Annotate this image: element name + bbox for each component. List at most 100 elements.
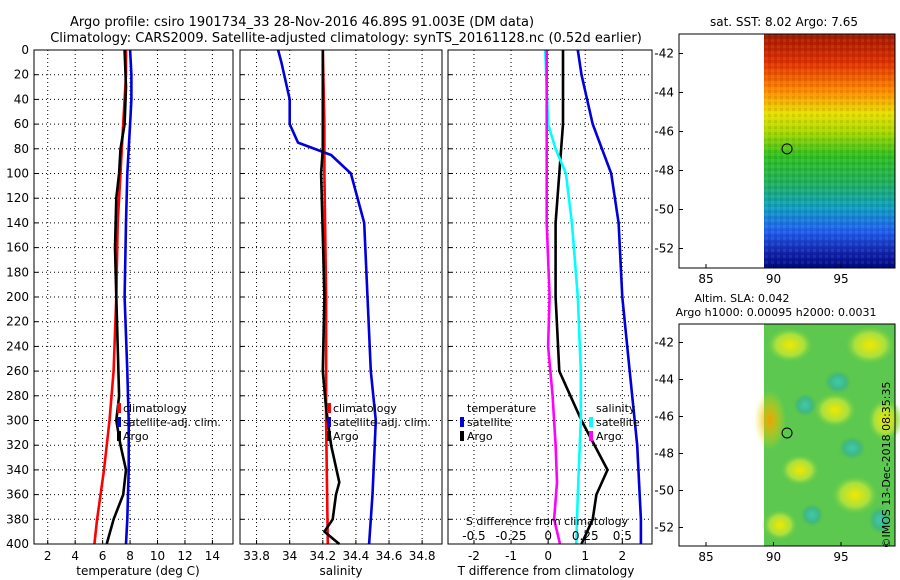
figure-title-line2: Climatology: CARS2009. Satellite-adjuste… xyxy=(50,31,642,46)
legend-title-salinity: salinity xyxy=(596,402,636,415)
difference-panel: -2 -1 0 1 2 -0.5 -0.25 0 0.25 0.5 T difference fr… xyxy=(447,49,653,578)
salinity-legend: climatology satellite-adj. clim. Argo xyxy=(327,402,431,443)
series-line-satellite-adj-clim- xyxy=(276,49,378,545)
map-x-tick-label: 90 xyxy=(766,272,781,286)
map-y-tick-label: -50 xyxy=(654,203,674,217)
y-tick-label: 260 xyxy=(6,364,29,378)
y-tick-label: 180 xyxy=(6,265,29,279)
x-tick-label: 34.2 xyxy=(309,549,336,563)
x-tick-label: -1 xyxy=(505,549,517,563)
map-x-tick-label: 85 xyxy=(698,550,713,564)
x-tick-label: 10 xyxy=(150,549,165,563)
map-y-tick-label: -46 xyxy=(654,410,674,424)
x-tick-label: 2 xyxy=(44,549,52,563)
series-line-argo xyxy=(105,49,128,545)
y-tick-label: 280 xyxy=(6,389,29,403)
map-y-tick-label: -42 xyxy=(654,47,674,61)
imos-credit: ©IMOS 13-Dec-2018 08:35:35 xyxy=(880,382,893,549)
temperature-xlabel: temperature (deg C) xyxy=(76,564,199,578)
series-line-satellite-adj-clim- xyxy=(123,49,133,545)
legend-swatch-temp-satellite xyxy=(460,417,464,427)
sla-map-title-line2: Argo h1000: 0.00095 h2000: 0.0031 xyxy=(676,306,877,319)
temperature-frame xyxy=(33,49,234,545)
y-tick-label: 240 xyxy=(6,339,29,353)
y-tick-label: 0 xyxy=(21,43,29,57)
y-tick-label: 340 xyxy=(6,463,29,477)
legend-swatch-climatology xyxy=(327,403,331,413)
x-tick-label: 1 xyxy=(581,549,589,563)
legend-swatch-satellite xyxy=(117,417,121,427)
sla-map-panel: Altim. SLA: 0.042 Argo h1000: 0.00095 h2… xyxy=(654,292,900,564)
top-x-tick-label: -0.5 xyxy=(462,529,485,543)
map-y-tick-label: -44 xyxy=(654,373,674,387)
series-line-temperature-argo xyxy=(554,50,609,545)
map-x-tick-label: 95 xyxy=(833,550,848,564)
legend-title-temperature: temperature xyxy=(467,402,536,415)
series-line-argo xyxy=(319,50,341,545)
legend-label-argo: Argo xyxy=(123,430,149,443)
legend-swatch-sal-satellite xyxy=(589,417,593,427)
x-tick-label: 4 xyxy=(71,549,79,563)
legend-label-satellite: satellite-adj. clim. xyxy=(333,416,431,429)
x-tick-label: 14 xyxy=(205,549,220,563)
x-tick-label: 34.4 xyxy=(343,549,370,563)
map-x-tick-label: 85 xyxy=(698,272,713,286)
map-y-tick-label: -50 xyxy=(654,484,674,498)
temperature-legend: climatology satellite-adj. clim. Argo xyxy=(117,402,221,443)
legend-label-argo: Argo xyxy=(333,430,359,443)
y-tick-label: 60 xyxy=(14,117,29,131)
argo-position-marker xyxy=(781,143,793,155)
map-y-tick-label: -42 xyxy=(654,336,674,350)
y-tick-label: 380 xyxy=(6,512,29,526)
x-tick-label: 33.8 xyxy=(243,549,270,563)
top-x-tick-label: -0.25 xyxy=(496,529,527,543)
salinity-panel: 33.8 34 34.2 34.4 34.6 34.8 salinity climatol… xyxy=(239,49,443,578)
x-tick-label: 34.6 xyxy=(376,549,403,563)
series-line-salinity-argo xyxy=(545,50,562,545)
y-tick-label: 320 xyxy=(6,438,29,452)
y-tick-label: 120 xyxy=(6,191,29,205)
sst-map-title: sat. SST: 8.02 Argo: 7.65 xyxy=(710,15,858,29)
legend-swatch-temp-argo xyxy=(460,431,464,441)
legend-label-sal-satellite: satellite xyxy=(596,416,640,429)
sla-map-frame xyxy=(678,323,896,547)
top-x-tick-label: 0 xyxy=(544,529,552,543)
y-tick-label: 200 xyxy=(6,290,29,304)
y-tick-label: 360 xyxy=(6,488,29,502)
x-tick-label: 8 xyxy=(126,549,134,563)
y-tick-label: 300 xyxy=(6,414,29,428)
sla-map-title-line1: Altim. SLA: 0.042 xyxy=(694,292,789,305)
map-y-tick-label: -48 xyxy=(654,447,674,461)
legend-label-temp-argo: Argo xyxy=(467,430,493,443)
series-line-climatology xyxy=(321,49,330,545)
top-x-tick-label: 0.5 xyxy=(613,529,632,543)
x-tick-label: 34.8 xyxy=(409,549,436,563)
sla-heatmap xyxy=(754,324,900,546)
temperature-grid xyxy=(34,49,233,545)
legend-label-satellite: satellite-adj. clim. xyxy=(123,416,221,429)
y-tick-label: 80 xyxy=(14,142,29,156)
x-tick-label: 12 xyxy=(177,549,192,563)
legend-swatch-satellite xyxy=(327,417,331,427)
x-tick-label: 34 xyxy=(282,549,297,563)
x-tick-label: 2 xyxy=(619,549,627,563)
y-tick-label: 220 xyxy=(6,315,29,329)
sst-map-panel: sat. SST: 8.02 Argo: 7.65 85 90 95 -42 -44 -4… xyxy=(654,15,896,286)
series-line-salinity-satellite xyxy=(543,49,583,545)
argo-position-marker xyxy=(781,427,793,439)
map-y-tick-label: -46 xyxy=(654,125,674,139)
y-tick-label: 160 xyxy=(6,241,29,255)
x-tick-label: -2 xyxy=(468,549,480,563)
sst-heatmap-texture xyxy=(764,34,895,268)
map-y-tick-label: -52 xyxy=(654,521,674,535)
legend-swatch-argo xyxy=(327,431,331,441)
top-x-tick-label: 0.25 xyxy=(572,529,599,543)
y-tick-label: 40 xyxy=(14,92,29,106)
difference-legend: temperature satellite Argo salinity sate… xyxy=(460,402,640,443)
difference-xlabel: T difference from climatology xyxy=(457,564,635,578)
salinity-frame xyxy=(239,49,443,545)
y-tick-label: 140 xyxy=(6,216,29,230)
legend-label-climatology: climatology xyxy=(123,402,187,415)
sst-map-frame xyxy=(678,33,896,269)
